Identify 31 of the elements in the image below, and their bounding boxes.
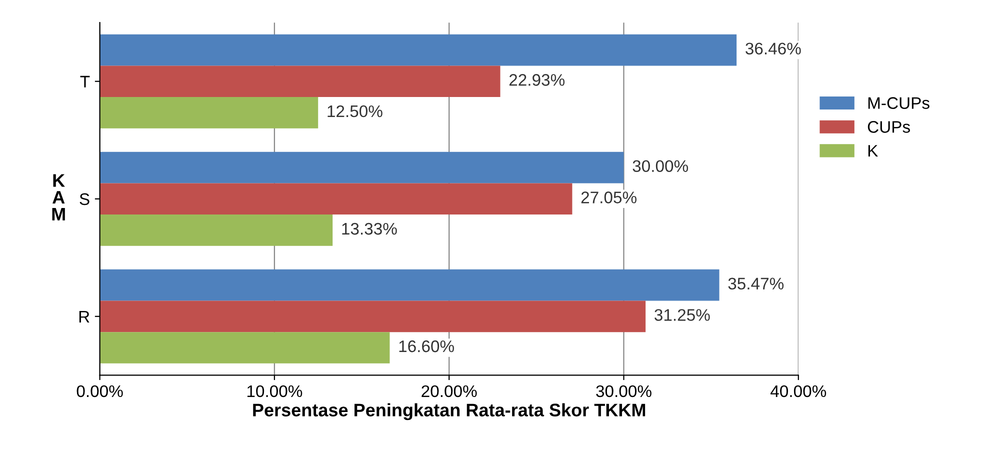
data-label: 35.47% xyxy=(728,278,784,290)
x-tick-label: 0.00% xyxy=(76,385,123,398)
bar xyxy=(100,97,318,128)
data-label: 16.60% xyxy=(399,340,454,352)
y-tick-label: T xyxy=(80,76,90,88)
legend-label: CUPs xyxy=(868,121,910,133)
data-label: 36.46% xyxy=(746,42,801,54)
data-label: 13.33% xyxy=(342,222,397,235)
y-axis-title: KAM xyxy=(52,174,65,220)
bar xyxy=(100,66,500,98)
bar xyxy=(100,332,390,364)
data-label: 12.50% xyxy=(328,105,382,118)
x-axis-title: Persentase Peningkatan Rata-rata Skor TKKM xyxy=(253,403,646,420)
y-tick-label: R xyxy=(79,310,90,322)
bar xyxy=(100,34,737,66)
y-tick-label: S xyxy=(80,193,90,206)
legend-label: K xyxy=(868,145,878,157)
data-label: 22.93% xyxy=(509,74,565,86)
x-tick-label: 30.00% xyxy=(596,385,652,398)
x-tick-label: 20.00% xyxy=(422,385,477,398)
x-tick-label: 40.00% xyxy=(770,385,826,398)
bar xyxy=(100,269,720,301)
bar xyxy=(100,300,646,332)
legend-label: M-CUPs xyxy=(868,97,930,109)
bar xyxy=(100,152,624,184)
bar xyxy=(100,183,572,215)
bar xyxy=(100,214,333,246)
data-label: 30.00% xyxy=(632,160,688,172)
data-label: 31.25% xyxy=(654,309,710,321)
x-tick-label: 10.00% xyxy=(247,385,302,398)
data-label: 27.05% xyxy=(581,192,636,204)
